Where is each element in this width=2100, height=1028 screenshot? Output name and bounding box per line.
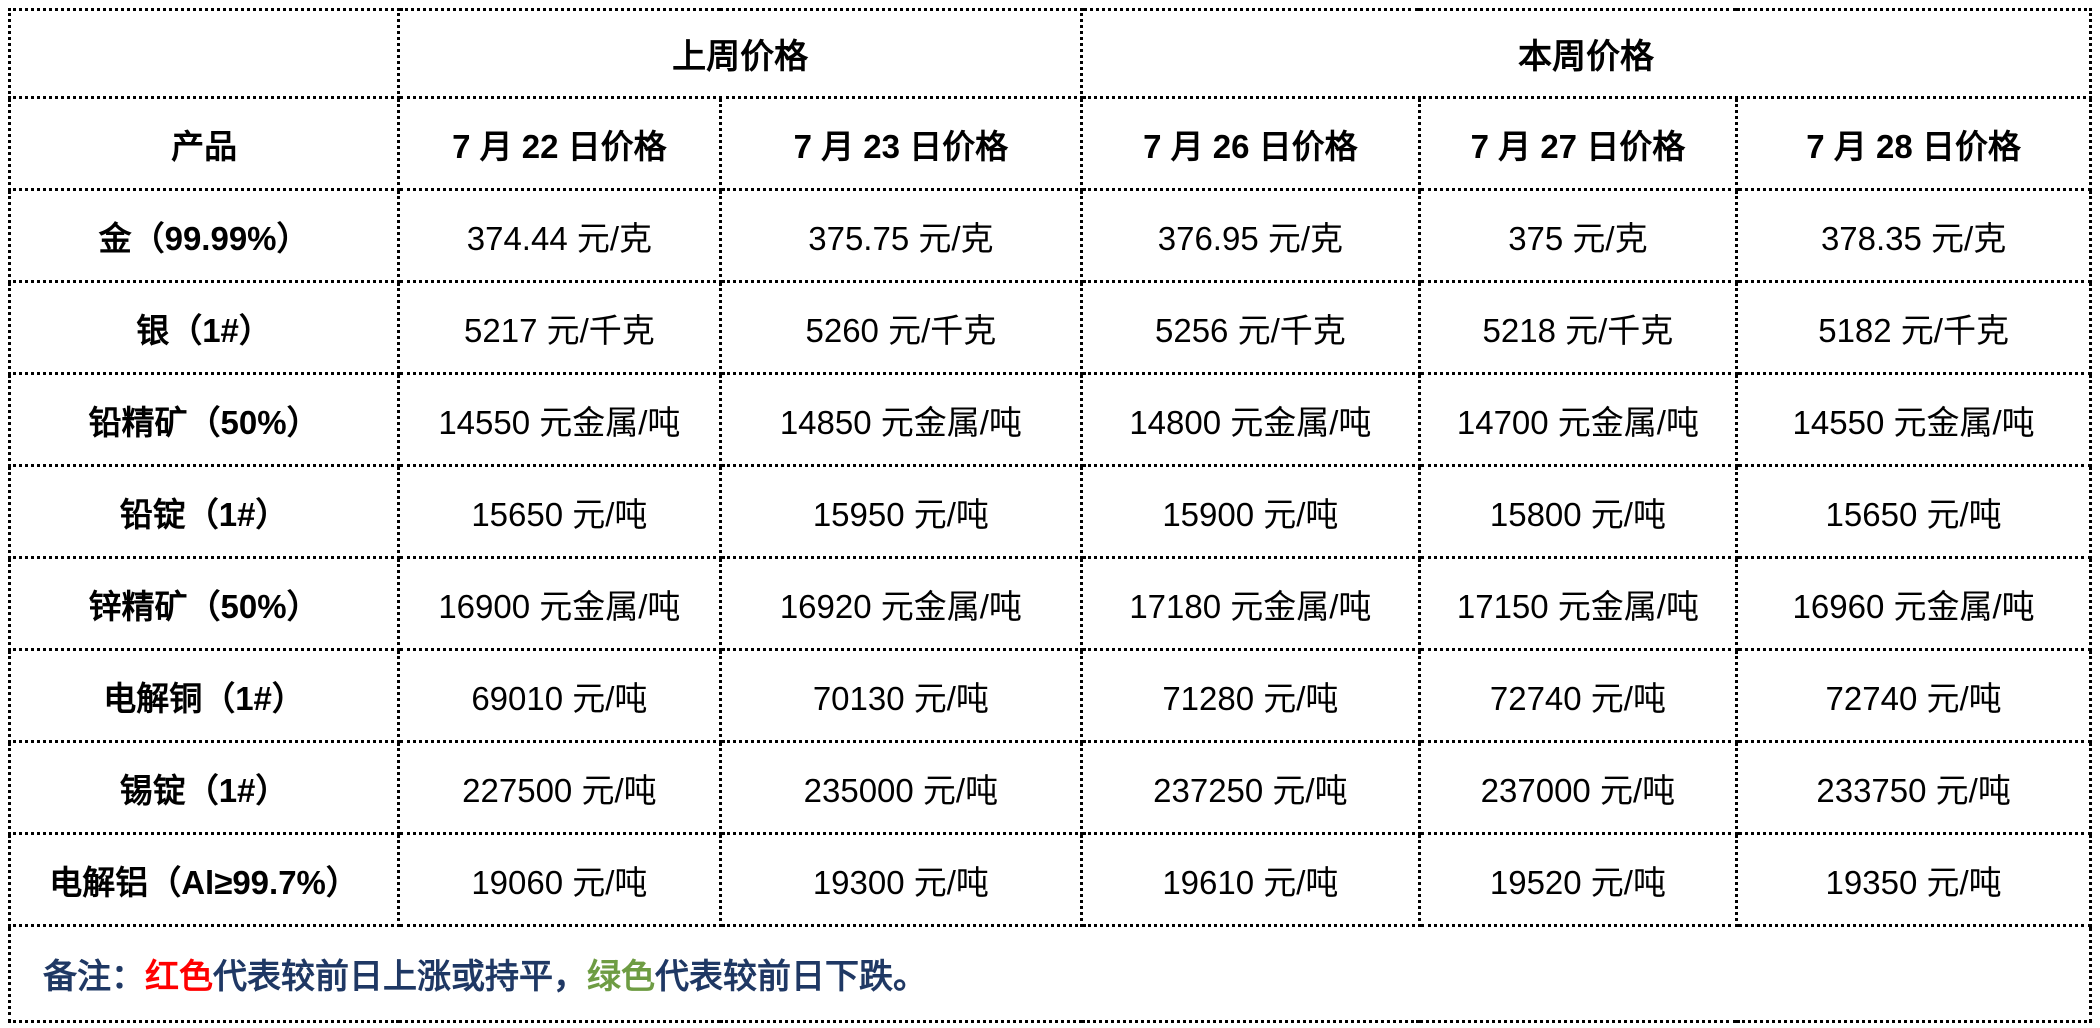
product-cell: 电解铜（1#） bbox=[7, 648, 401, 743]
price-cell: 14850 元金属/吨 bbox=[718, 372, 1084, 467]
table-row: 金（99.99%） 374.44 元/克 375.75 元/克 376.95 元/克 3… bbox=[7, 188, 2092, 283]
price-cell: 235000 元/吨 bbox=[718, 740, 1084, 835]
note-row: 备注：红色代表较前日上涨或持平，绿色代表较前日下跌。 bbox=[8, 924, 2092, 1023]
price-cell: 237000 元/吨 bbox=[1417, 740, 1739, 835]
price-cell: 16920 元金属/吨 bbox=[718, 556, 1084, 651]
price-cell: 17180 元金属/吨 bbox=[1080, 556, 1421, 651]
date-column-header: 7 月 22 日价格 bbox=[397, 96, 722, 191]
price-cell: 16900 元金属/吨 bbox=[397, 556, 722, 651]
price-cell: 19350 元/吨 bbox=[1735, 832, 2092, 927]
product-cell: 电解铝（Al≥99.7%） bbox=[7, 832, 401, 927]
price-cell: 19060 元/吨 bbox=[397, 832, 722, 927]
price-cell: 72740 元/吨 bbox=[1735, 648, 2092, 743]
table-row: 银（1#） 5217 元/千克 5260 元/千克 5256 元/千克 5218 元/千… bbox=[7, 280, 2092, 375]
corner-cell bbox=[7, 8, 401, 99]
legend-note: 备注：红色代表较前日上涨或持平，绿色代表较前日下跌。 bbox=[8, 924, 2092, 1023]
price-cell: 5218 元/千克 bbox=[1417, 280, 1739, 375]
price-cell: 69010 元/吨 bbox=[397, 648, 722, 743]
note-prefix: 备注： bbox=[43, 958, 145, 996]
date-header-row: 产品 7 月 22 日价格 7 月 23 日价格 7 月 26 日价格 7 月 … bbox=[7, 96, 2092, 191]
price-cell: 14550 元金属/吨 bbox=[397, 372, 722, 467]
note-red-word: 红色 bbox=[145, 958, 213, 996]
metal-price-table: 上周价格 本周价格 产品 7 月 22 日价格 7 月 23 日价格 7 月 2… bbox=[7, 8, 2092, 1023]
product-cell: 铅精矿（50%） bbox=[7, 372, 401, 467]
table-row: 电解铝（Al≥99.7%） 19060 元/吨 19300 元/吨 19610 元/吨… bbox=[7, 832, 2092, 927]
table-header: 上周价格 本周价格 产品 7 月 22 日价格 7 月 23 日价格 7 月 2… bbox=[7, 8, 2092, 191]
this-week-group-header: 本周价格 bbox=[1080, 8, 2092, 99]
price-cell: 5217 元/千克 bbox=[397, 280, 722, 375]
price-cell: 237250 元/吨 bbox=[1080, 740, 1421, 835]
table-row: 铅精矿（50%） 14550 元金属/吨 14850 元金属/吨 14800 元金属/… bbox=[7, 372, 2092, 467]
week-group-row: 上周价格 本周价格 bbox=[7, 8, 2092, 99]
date-column-header: 7 月 26 日价格 bbox=[1080, 96, 1421, 191]
price-cell: 378.35 元/克 bbox=[1735, 188, 2092, 283]
price-cell: 15800 元/吨 bbox=[1417, 464, 1739, 559]
table-row: 电解铜（1#） 69010 元/吨 70130 元/吨 71280 元/吨 72740 … bbox=[7, 648, 2092, 743]
price-cell: 233750 元/吨 bbox=[1735, 740, 2092, 835]
date-column-header: 7 月 28 日价格 bbox=[1735, 96, 2092, 191]
price-cell: 19520 元/吨 bbox=[1417, 832, 1739, 927]
price-cell: 14700 元金属/吨 bbox=[1417, 372, 1739, 467]
price-cell: 15650 元/吨 bbox=[397, 464, 722, 559]
table-footer: 备注：红色代表较前日上涨或持平，绿色代表较前日下跌。 bbox=[8, 924, 2092, 1023]
product-cell: 锡锭（1#） bbox=[7, 740, 401, 835]
price-cell: 19610 元/吨 bbox=[1080, 832, 1421, 927]
product-cell: 铅锭（1#） bbox=[7, 464, 401, 559]
price-cell: 374.44 元/克 bbox=[397, 188, 722, 283]
price-cell: 71280 元/吨 bbox=[1080, 648, 1421, 743]
price-cell: 15900 元/吨 bbox=[1080, 464, 1421, 559]
price-cell: 15950 元/吨 bbox=[718, 464, 1084, 559]
table-row: 铅锭（1#） 15650 元/吨 15950 元/吨 15900 元/吨 15800 元… bbox=[7, 464, 2092, 559]
price-cell: 227500 元/吨 bbox=[397, 740, 722, 835]
product-cell: 银（1#） bbox=[7, 280, 401, 375]
note-red-meaning: 代表较前日上涨或持平， bbox=[213, 958, 587, 996]
last-week-group-header: 上周价格 bbox=[397, 8, 1084, 99]
price-cell: 16960 元金属/吨 bbox=[1735, 556, 2092, 651]
price-cell: 375 元/克 bbox=[1417, 188, 1739, 283]
price-cell: 72740 元/吨 bbox=[1417, 648, 1739, 743]
price-cell: 375.75 元/克 bbox=[718, 188, 1084, 283]
price-cell: 5256 元/千克 bbox=[1080, 280, 1421, 375]
table-row: 锌精矿（50%） 16900 元金属/吨 16920 元金属/吨 17180 元金属/… bbox=[7, 556, 2092, 651]
product-cell: 金（99.99%） bbox=[7, 188, 401, 283]
date-column-header: 7 月 23 日价格 bbox=[718, 96, 1084, 191]
product-column-header: 产品 bbox=[7, 96, 401, 191]
note-green-meaning: 代表较前日下跌。 bbox=[655, 958, 927, 996]
price-cell: 5182 元/千克 bbox=[1735, 280, 2092, 375]
price-cell: 70130 元/吨 bbox=[718, 648, 1084, 743]
price-cell: 14800 元金属/吨 bbox=[1080, 372, 1421, 467]
note-green-word: 绿色 bbox=[587, 958, 655, 996]
price-cell: 15650 元/吨 bbox=[1735, 464, 2092, 559]
price-cell: 14550 元金属/吨 bbox=[1735, 372, 2092, 467]
table-row: 锡锭（1#） 227500 元/吨 235000 元/吨 237250 元/吨 2370… bbox=[7, 740, 2092, 835]
price-cell: 5260 元/千克 bbox=[718, 280, 1084, 375]
date-column-header: 7 月 27 日价格 bbox=[1417, 96, 1739, 191]
price-cell: 376.95 元/克 bbox=[1080, 188, 1421, 283]
price-rows: 金（99.99%） 374.44 元/克 375.75 元/克 376.95 元/克 3… bbox=[7, 188, 2092, 927]
price-cell: 19300 元/吨 bbox=[718, 832, 1084, 927]
price-cell: 17150 元金属/吨 bbox=[1417, 556, 1739, 651]
product-cell: 锌精矿（50%） bbox=[7, 556, 401, 651]
